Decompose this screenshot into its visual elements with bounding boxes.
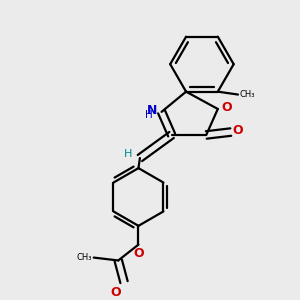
Text: CH₃: CH₃	[77, 253, 92, 262]
Text: H: H	[145, 110, 153, 120]
Text: O: O	[134, 248, 144, 260]
Text: N: N	[147, 104, 157, 117]
Text: H: H	[124, 149, 133, 159]
Text: O: O	[221, 101, 232, 114]
Text: O: O	[110, 286, 121, 298]
Text: O: O	[233, 124, 243, 137]
Text: CH₃: CH₃	[239, 90, 255, 99]
